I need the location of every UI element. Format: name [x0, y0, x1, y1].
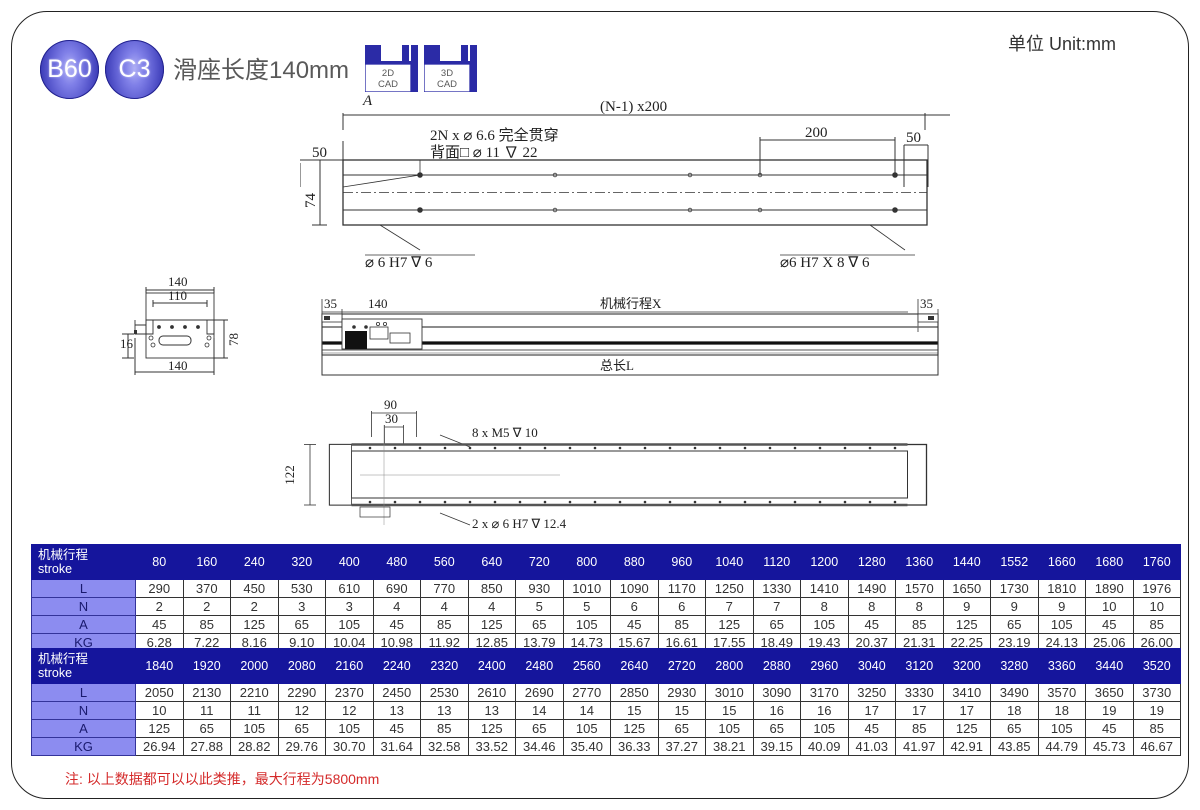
svg-text:总长L: 总长L	[600, 358, 634, 373]
svg-text:30: 30	[385, 411, 398, 426]
svg-text:2 x ⌀ 6 H7 ∇ 12.4: 2 x ⌀ 6 H7 ∇ 12.4	[472, 516, 567, 531]
svg-text:3D: 3D	[441, 68, 453, 79]
svg-text:CAD: CAD	[378, 79, 398, 90]
svg-text:2N x ⌀ 6.6 完全贯穿: 2N x ⌀ 6.6 完全贯穿	[430, 126, 559, 144]
svg-text:A: A	[362, 95, 373, 109]
svg-text:200: 200	[805, 125, 828, 141]
svg-text:8 x M5 ∇ 10: 8 x M5 ∇ 10	[472, 425, 538, 440]
svg-text:50: 50	[906, 130, 921, 146]
svg-text:机械行程X: 机械行程X	[600, 297, 662, 311]
svg-text:35: 35	[324, 297, 337, 311]
svg-text:⌀6 H7 X 8 ∇ 6: ⌀6 H7 X 8 ∇ 6	[780, 255, 870, 270]
svg-text:35: 35	[920, 297, 933, 311]
svg-text:2D: 2D	[382, 68, 394, 79]
svg-text:110: 110	[168, 288, 187, 303]
svg-text:16: 16	[120, 336, 134, 351]
svg-text:90: 90	[384, 397, 397, 412]
svg-text:背面□ ⌀ 11 ∇ 22: 背面□ ⌀ 11 ∇ 22	[430, 144, 538, 161]
svg-text:78: 78	[226, 333, 241, 346]
svg-text:122: 122	[282, 465, 297, 485]
svg-text:140: 140	[168, 358, 188, 373]
svg-text:⌀ 6 H7 ∇ 6: ⌀ 6 H7 ∇ 6	[365, 255, 433, 270]
svg-text:74: 74	[303, 193, 319, 209]
svg-text:140: 140	[368, 297, 388, 311]
svg-text:(N-1) x200: (N-1) x200	[600, 99, 667, 115]
svg-text:50: 50	[312, 145, 327, 161]
svg-text:140: 140	[168, 274, 188, 289]
svg-text:CAD: CAD	[437, 79, 457, 90]
